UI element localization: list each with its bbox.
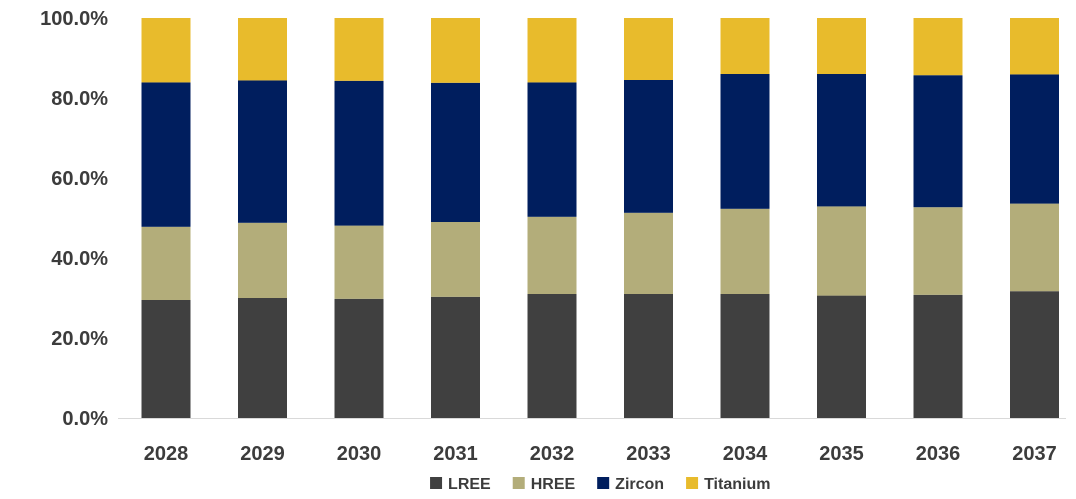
legend-swatch-titanium <box>686 477 699 489</box>
bar-segment-lree-2028 <box>141 300 191 418</box>
bar-stack-2037 <box>1010 18 1059 418</box>
bar-segment-lree-2035 <box>817 295 866 418</box>
legend-label-hree: HREE <box>531 476 576 493</box>
bar-segment-zircon-2030 <box>334 80 384 226</box>
bar-segment-titanium-2037 <box>1010 18 1059 75</box>
bar-stack-2031 <box>431 18 480 418</box>
bar-segment-titanium-2036 <box>913 18 963 76</box>
bar-segment-hree-2037 <box>1010 203 1059 292</box>
bar-segment-zircon-2033 <box>624 80 673 213</box>
x-tick-label: 2032 <box>530 443 575 465</box>
legend: LREE HREE Zircon Titanium <box>430 476 770 493</box>
bar-segment-hree-2029 <box>238 222 287 298</box>
bar-stack-2032 <box>527 18 577 418</box>
bar-segment-hree-2032 <box>527 216 577 294</box>
y-tick-label: 100.0% <box>40 8 108 30</box>
bar-stack-2029 <box>238 18 287 418</box>
bar-stack-2034 <box>720 18 770 418</box>
y-axis-tick-labels: 0.0% 20.0% 40.0% 60.0% 80.0% 100.0% <box>40 8 108 430</box>
bar-stack-2028 <box>141 18 191 418</box>
bar-segment-lree-2032 <box>527 294 577 418</box>
bar-segment-titanium-2033 <box>624 18 673 80</box>
bar-stack-2033 <box>624 18 673 418</box>
legend-label-zircon: Zircon <box>615 476 664 493</box>
x-tick-label: 2035 <box>819 443 864 465</box>
bar-segment-zircon-2037 <box>1010 74 1059 204</box>
bar-segment-zircon-2028 <box>141 82 191 227</box>
bar-segment-lree-2030 <box>334 298 384 418</box>
x-tick-label: 2037 <box>1012 443 1057 465</box>
bar-segment-hree-2028 <box>141 226 191 300</box>
y-tick-label: 60.0% <box>51 168 108 190</box>
legend-swatch-lree <box>430 477 443 489</box>
bar-segment-titanium-2028 <box>141 18 191 83</box>
bar-segment-zircon-2036 <box>913 75 963 208</box>
bar-segment-titanium-2034 <box>720 18 770 74</box>
bar-segment-lree-2037 <box>1010 291 1059 418</box>
bar-segment-hree-2033 <box>624 212 673 294</box>
x-tick-label: 2029 <box>240 443 285 465</box>
bar-stack-2030 <box>334 18 384 418</box>
x-tick-label: 2034 <box>723 443 768 465</box>
bar-segment-lree-2031 <box>431 296 480 418</box>
bar-segment-titanium-2030 <box>334 18 384 81</box>
legend-swatch-hree <box>512 477 525 489</box>
bar-segment-titanium-2031 <box>431 18 480 83</box>
bar-segment-hree-2035 <box>817 206 866 296</box>
y-tick-label: 20.0% <box>51 328 108 350</box>
bar-segment-titanium-2029 <box>238 18 287 81</box>
bar-segment-hree-2034 <box>720 208 770 294</box>
bar-segment-hree-2036 <box>913 207 963 295</box>
x-tick-label: 2028 <box>144 443 189 465</box>
bar-segment-zircon-2029 <box>238 80 287 223</box>
x-tick-label: 2030 <box>337 443 382 465</box>
y-tick-label: 40.0% <box>51 248 108 270</box>
x-axis-tick-labels: 2028 2029 2030 2031 2032 2033 2034 2035 2036 2037 <box>144 443 1057 465</box>
bar-stack-2035 <box>817 18 866 418</box>
bar-segment-zircon-2035 <box>817 74 866 207</box>
bar-segment-titanium-2035 <box>817 18 866 74</box>
legend-label-lree: LREE <box>448 476 491 493</box>
legend-label-titanium: Titanium <box>704 476 770 493</box>
bar-segment-lree-2036 <box>913 294 963 418</box>
bar-segment-lree-2033 <box>624 294 673 418</box>
bar-segment-hree-2031 <box>431 222 480 297</box>
y-tick-label: 0.0% <box>62 408 108 430</box>
bar-segment-titanium-2032 <box>527 18 577 83</box>
bar-segment-zircon-2032 <box>527 82 577 217</box>
bars-group <box>141 18 1059 418</box>
bar-stack-2036 <box>913 18 963 418</box>
bar-segment-zircon-2031 <box>431 82 480 222</box>
bar-segment-lree-2034 <box>720 294 770 418</box>
bar-segment-zircon-2034 <box>720 74 770 209</box>
bar-segment-lree-2029 <box>238 298 287 418</box>
x-tick-label: 2036 <box>916 443 961 465</box>
x-tick-label: 2031 <box>433 443 478 465</box>
x-tick-label: 2033 <box>626 443 671 465</box>
y-tick-label: 80.0% <box>51 88 108 110</box>
bar-segment-hree-2030 <box>334 225 384 299</box>
legend-swatch-zircon <box>597 477 610 489</box>
